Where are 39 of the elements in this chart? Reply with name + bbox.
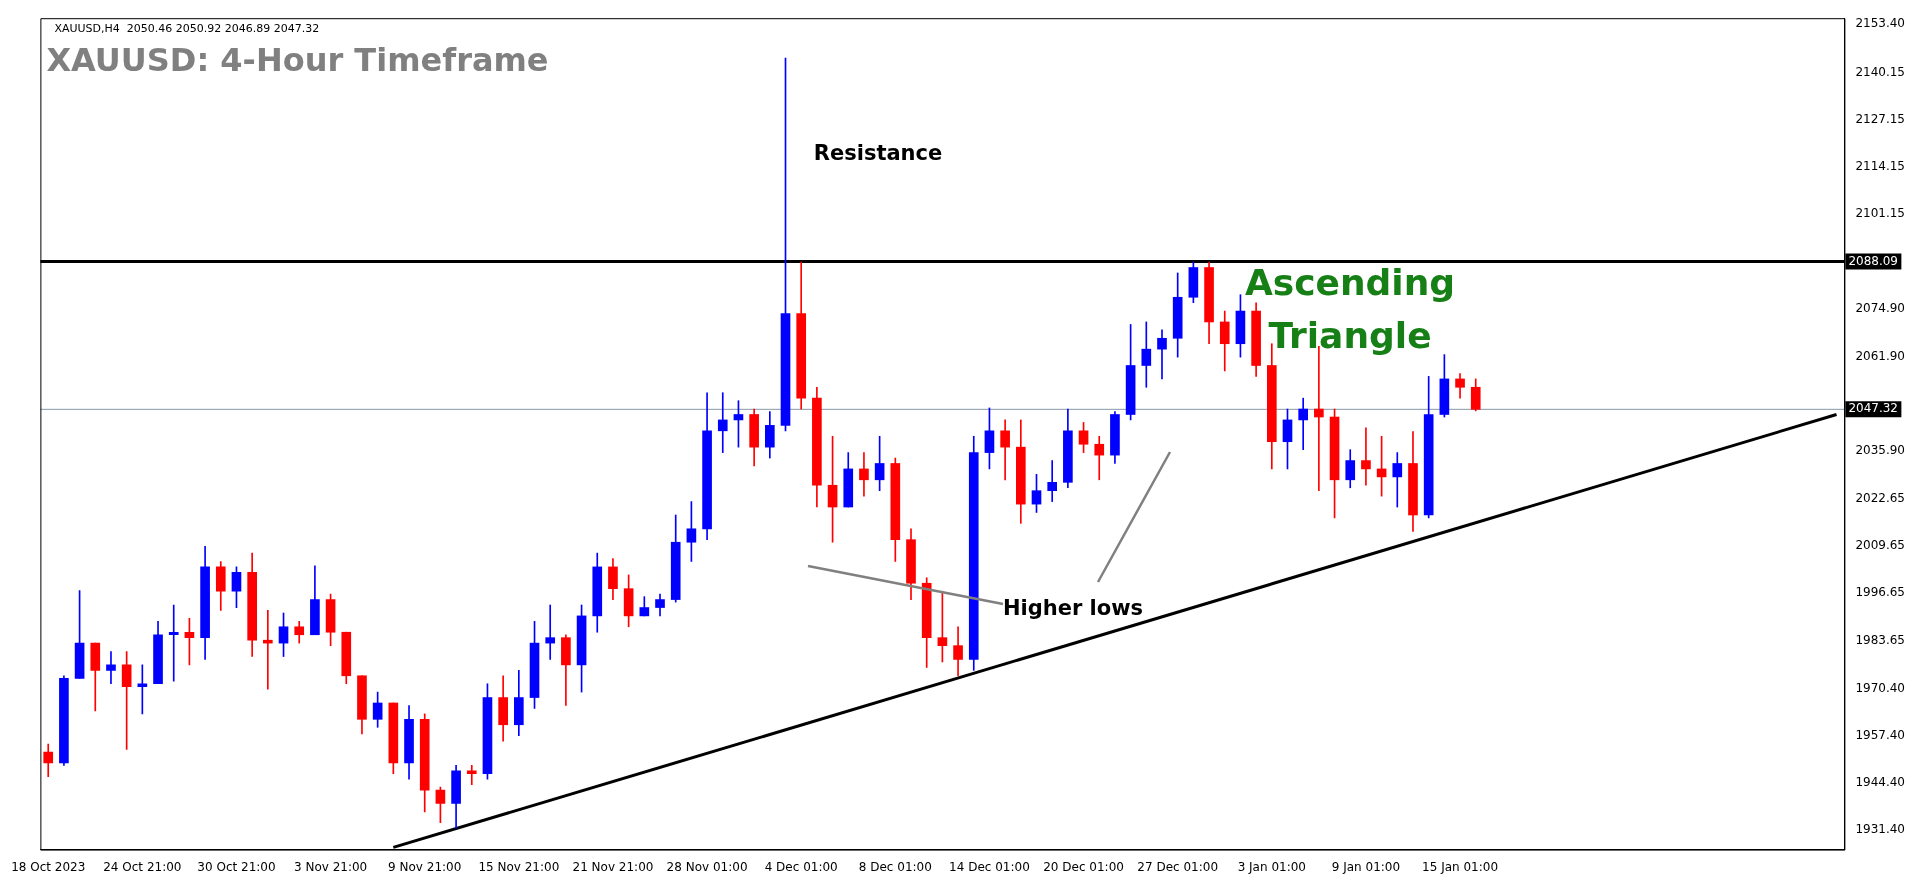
x-tick-label: 8 Dec 01:00 [858,859,932,874]
x-tick-label: 28 Nov 01:00 [666,859,748,874]
y-tick-label: 2061.90 [1855,348,1905,363]
y-tick-label: 1996.65 [1855,585,1905,600]
y-tick-label: 2153.40 [1855,16,1905,31]
x-tick-label: 9 Nov 21:00 [388,859,462,874]
text: XAUUSD: 4-Hour Timeframe [46,40,549,79]
y-tick-label: 1944.40 [1855,774,1905,789]
x-tick-label: 15 Nov 21:00 [478,859,560,874]
annotation: Resistance [813,141,943,166]
ref-line-label: 2088.09 [1848,253,1898,268]
x-tick-label: 24 Oct 21:00 [103,859,182,874]
y-tick-label: 2114.15 [1855,158,1905,173]
x-tick-label: 18 Oct 2023 [11,859,86,874]
chart-subtitle: XAUUSD,H4 2050.46 2050.92 2046.89 2047.32 [54,22,320,36]
y-tick-label: 2101.15 [1855,206,1905,221]
x-tick-label: 30 Oct 21:00 [197,859,276,874]
y-tick-label: 2009.65 [1855,538,1905,553]
y-tick-label: 1931.40 [1855,822,1905,837]
y-tick-label: 2140.15 [1855,64,1905,79]
y-tick-label: 1983.65 [1855,632,1905,647]
y-tick-label: 2127.15 [1855,111,1905,126]
x-tick-label: 3 Nov 21:00 [293,859,368,874]
x-tick-label: 9 Jan 01:00 [1331,859,1401,874]
x-tick-label: 27 Dec 01:00 [1137,859,1219,874]
y-tick-label: 2022.65 [1855,490,1905,505]
y-tick-label: 2035.90 [1855,442,1905,457]
y-tick-label: 2074.90 [1855,301,1905,316]
x-tick-label: 20 Dec 01:00 [1043,859,1124,874]
y-tick-label: 1957.40 [1855,727,1905,742]
annotation: Higher lows [1002,596,1144,621]
x-tick-label: 14 Dec 01:00 [949,859,1030,874]
annotation: Ascending Triangle [1244,262,1456,356]
x-tick-label: 4 Dec 01:00 [764,859,838,874]
x-tick-label: 21 Nov 21:00 [572,859,654,874]
y-tick-label: 1970.40 [1855,680,1905,695]
x-tick-label: 3 Jan 01:00 [1237,859,1306,874]
ref-line-label: 2047.32 [1848,401,1898,416]
x-tick-label: 15 Jan 01:00 [1422,859,1499,874]
